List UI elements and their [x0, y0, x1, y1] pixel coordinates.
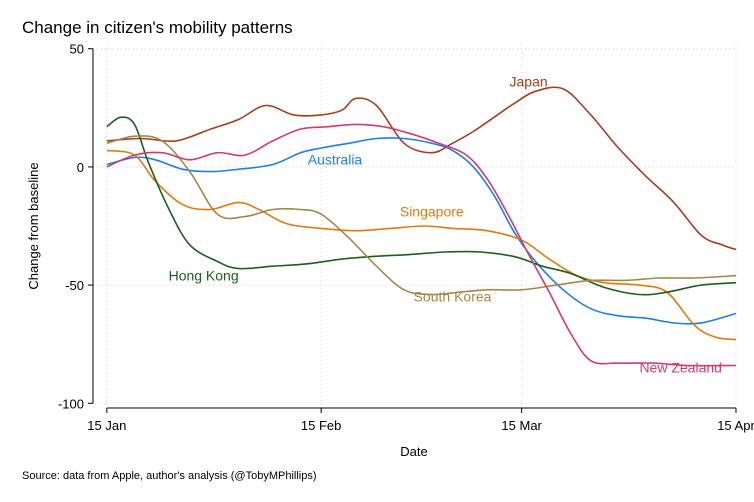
series-label-new-zealand: New Zealand [639, 360, 722, 376]
series-line-singapore [106, 149, 737, 341]
x-tick-label: 15 Jan [87, 418, 126, 433]
x-axis-label: Date [400, 444, 427, 459]
series-lines [106, 86, 737, 367]
x-tick-label: 15 Apr [717, 418, 754, 433]
series-line-hong-kong [106, 116, 737, 296]
y-tick-label: -100 [58, 396, 84, 411]
series-line-australia [106, 137, 737, 325]
x-tick-label: 15 Feb [301, 418, 341, 433]
series-label-hong-kong: Hong Kong [169, 267, 239, 283]
series-labels: Japan Australia Singapore Hong Kong South Ko… [169, 74, 722, 376]
source-note: Source: data from Apple, author's analys… [22, 470, 317, 482]
series-label-australia: Australia [308, 152, 363, 168]
y-tick-label: -50 [65, 278, 84, 293]
series-line-japan [106, 86, 737, 251]
series-line-south-korea [106, 135, 737, 296]
chart-title: Change in citizen's mobility patterns [22, 18, 293, 37]
gridlines [93, 44, 737, 408]
y-tick-label: 0 [77, 160, 84, 175]
x-tick-label: 15 Mar [501, 418, 542, 433]
series-label-south-korea: South Korea [414, 289, 492, 305]
series-label-japan: Japan [510, 74, 548, 90]
y-axis-label: Change from baseline [26, 162, 41, 289]
series-label-singapore: Singapore [400, 204, 464, 220]
series-line-new-zealand [106, 123, 737, 367]
y-tick-label: 50 [70, 42, 84, 57]
